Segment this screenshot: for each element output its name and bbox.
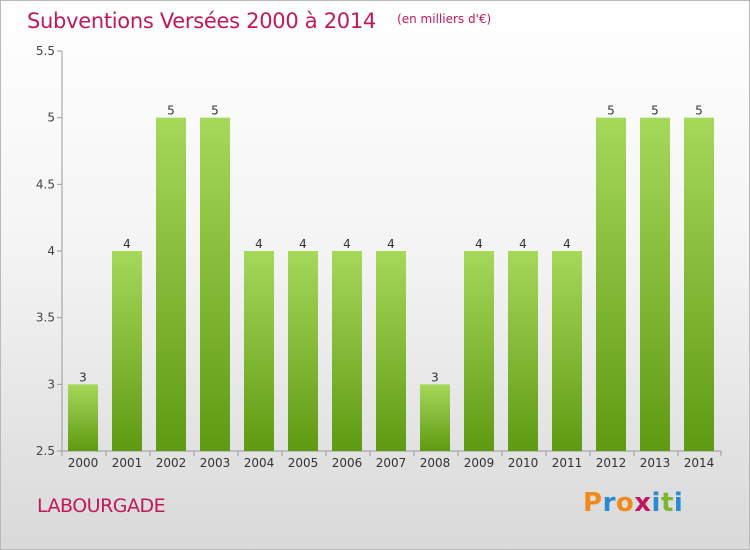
x-tick-label: 2002 [156, 456, 187, 470]
data-label: 4 [123, 237, 131, 251]
data-label: 4 [255, 237, 263, 251]
y-tick-label: 5 [47, 111, 55, 125]
x-tick-label: 2000 [68, 456, 99, 470]
data-label: 4 [299, 237, 307, 251]
x-tick-label: 2004 [244, 456, 275, 470]
x-tick-label: 2011 [552, 456, 583, 470]
bars [68, 117, 714, 452]
commune-name: LABOURGADE [37, 495, 166, 517]
x-tick-label: 2009 [464, 456, 495, 470]
x-tick-label: 2006 [332, 456, 363, 470]
y-tick-label: 4 [47, 244, 55, 258]
data-label: 4 [563, 237, 571, 251]
bar-2005 [288, 251, 318, 451]
logo-letter: i [673, 488, 684, 518]
data-label: 5 [167, 104, 175, 118]
y-tick-label: 4.5 [36, 177, 55, 191]
data-label: 5 [211, 104, 219, 118]
bar-2001 [112, 251, 142, 451]
bar-2014 [684, 117, 714, 452]
bar-2010 [508, 251, 538, 451]
bar-2008 [420, 384, 450, 451]
x-tick-label: 2007 [376, 456, 407, 470]
data-label: 3 [79, 370, 87, 384]
bar-2013 [640, 117, 670, 452]
data-label: 3 [431, 370, 439, 384]
x-tick-label: 2014 [684, 456, 715, 470]
logo-letter: r [602, 488, 616, 518]
data-label: 4 [519, 237, 527, 251]
data-label: 4 [475, 237, 483, 251]
bar-2011 [552, 251, 582, 451]
x-tick-label: 2003 [200, 456, 231, 470]
bar-2007 [376, 251, 406, 451]
bar-2012 [596, 117, 626, 452]
bar-2009 [464, 251, 494, 451]
data-label: 4 [387, 237, 395, 251]
y-tick-label: 5.5 [36, 44, 55, 58]
labels: 2000 3 2001 4 2002 5 2003 5 2004 4 2005 4 2006 4 2007 4… [68, 104, 715, 470]
x-tick-label: 2001 [112, 456, 143, 470]
bar-2004 [244, 251, 274, 451]
data-label: 5 [651, 104, 659, 118]
chart-title: Subventions Versées 2000 à 2014 [27, 9, 376, 33]
bar-2000 [68, 384, 98, 451]
chart-unit: (en milliers d'€) [397, 12, 492, 26]
bar-2006 [332, 251, 362, 451]
x-tick-label: 2012 [596, 456, 627, 470]
logo-letter: x [634, 488, 652, 518]
logo-letter: i [651, 488, 661, 518]
y-tick-label: 3 [47, 377, 55, 391]
proxiti-logo[interactable]: Proxiti [583, 488, 683, 518]
data-label: 5 [607, 104, 615, 118]
logo-letter: o [615, 488, 635, 518]
logo-letter: P [583, 488, 603, 518]
y-tick-label: 2.5 [36, 444, 55, 458]
data-label: 4 [343, 237, 351, 251]
x-tick-label: 2013 [640, 456, 671, 470]
x-tick-label: 2008 [420, 456, 451, 470]
bar-2002 [156, 117, 186, 452]
title-row: Subventions Versées 2000 à 2014 (en mill… [27, 9, 491, 33]
logo-letter: t [660, 488, 674, 518]
data-label: 5 [695, 104, 703, 118]
x-tick-label: 2010 [508, 456, 539, 470]
x-tick-label: 2005 [288, 456, 319, 470]
bar-2003 [200, 117, 230, 452]
y-tick-label: 3.5 [36, 311, 55, 325]
